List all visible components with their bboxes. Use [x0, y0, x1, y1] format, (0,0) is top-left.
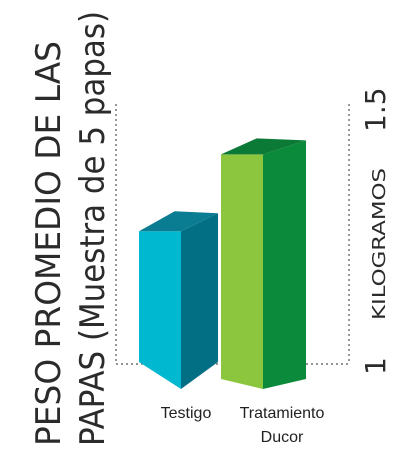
chart-title: PESO PROMEDIO DE LAS PAPAS (Muestra de 5… [29, 11, 113, 446]
bar-front-1 [221, 154, 263, 389]
y-axis-label: KILOGRAMOS [369, 168, 390, 320]
y-tick-1-5: 1.5 [359, 87, 392, 132]
bar-top-0 [139, 211, 218, 232]
category-label-ducor: Ducor [261, 429, 304, 446]
y-tick-1: 1 [359, 357, 392, 375]
bar-front-0 [139, 231, 181, 389]
bars [139, 138, 306, 389]
bar-top-1 [221, 138, 306, 155]
bar-side-0 [181, 213, 218, 389]
category-label-tratamiento: Tratamiento [240, 405, 325, 422]
chart-title-line1: PESO PROMEDIO DE LAS [29, 41, 69, 446]
category-label-testigo: Testigo [161, 405, 212, 422]
chart-title-line2: PAPAS (Muestra de 5 papas) [73, 11, 113, 446]
bar-side-1 [263, 140, 306, 389]
